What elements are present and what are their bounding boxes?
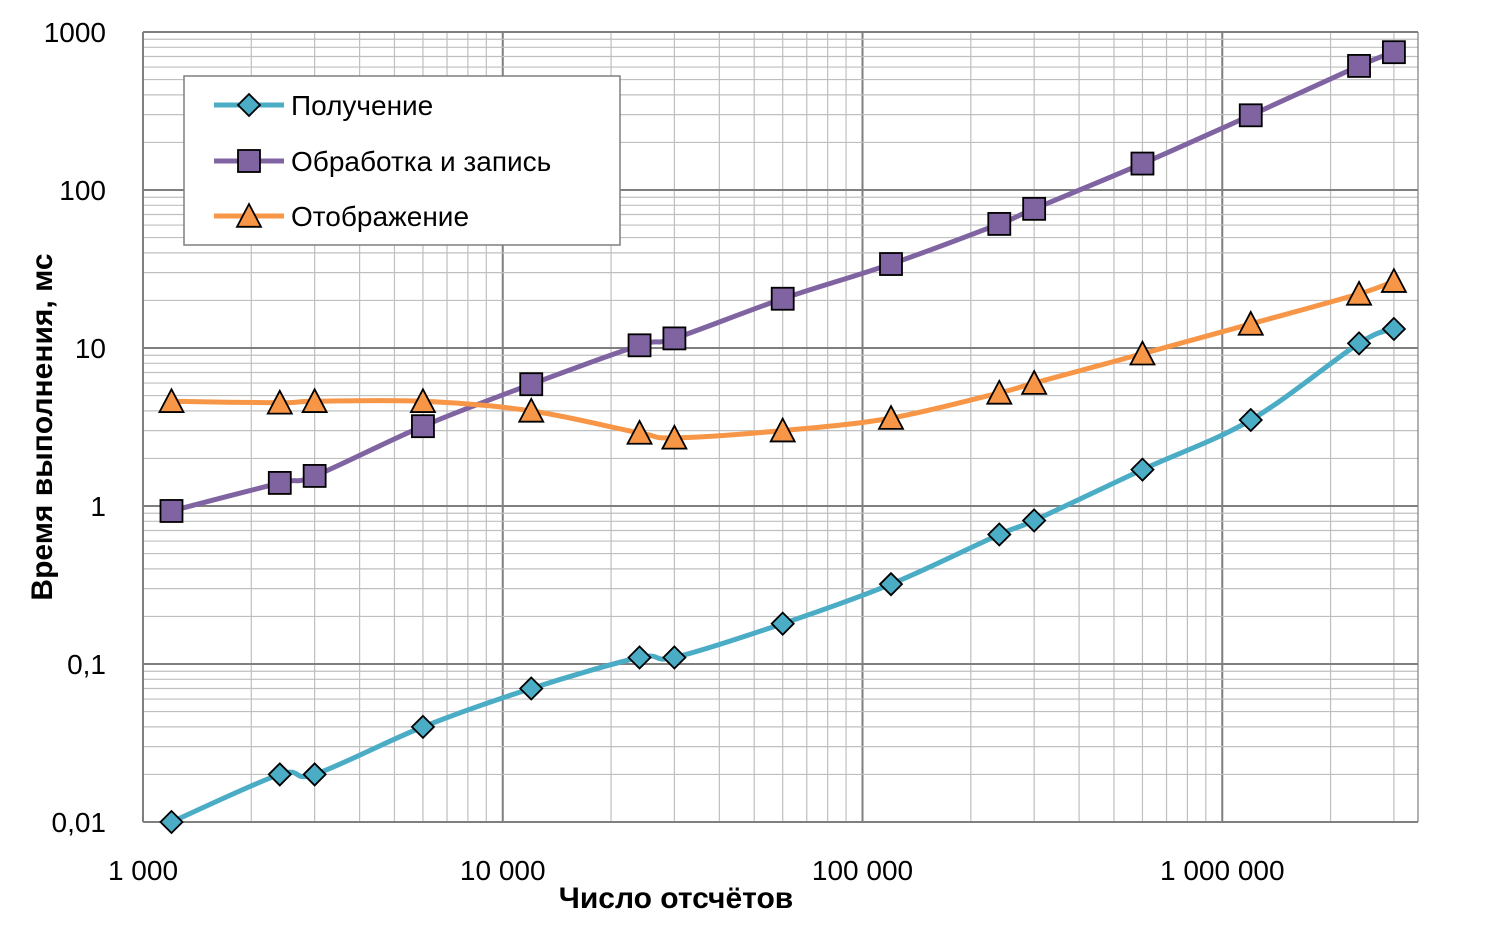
data-point-triangle: [1020, 369, 1048, 395]
data-point-diamond: [1021, 508, 1047, 533]
data-point-triangle: [769, 416, 797, 443]
data-point-diamond: [1346, 331, 1372, 356]
series-square: [159, 40, 1406, 523]
y-axis-title: Время выполнения, мс: [26, 253, 59, 600]
data-point-triangle: [626, 419, 654, 445]
data-point-triangle: [157, 387, 185, 413]
legend-marker-diamond: [236, 92, 262, 118]
y-tick-label: 100: [59, 175, 106, 206]
data-point-diamond: [159, 809, 184, 835]
data-point-square: [519, 372, 544, 397]
data-point-square: [1238, 103, 1263, 128]
data-point-diamond: [302, 762, 327, 787]
data-point-diamond: [627, 645, 652, 670]
legend-marker-triangle: [235, 202, 263, 228]
data-point-triangle: [660, 423, 688, 450]
data-point-triangle: [409, 387, 437, 413]
data-point-diamond: [518, 676, 544, 701]
data-point-triangle: [1128, 339, 1156, 366]
data-point-square: [879, 252, 903, 276]
tick-labels: 1 000 10 000 100 000 1 000 000 0,01 0,1 1 10 100…: [44, 17, 1285, 886]
x-tick-label: 10 000: [460, 855, 546, 886]
data-point-triangle: [985, 378, 1013, 405]
data-point-triangle: [266, 388, 294, 415]
data-point-square: [987, 212, 1012, 236]
data-point-diamond: [410, 714, 436, 740]
data-point-square: [1130, 151, 1155, 176]
data-point-diamond: [1130, 457, 1155, 482]
x-tick-label: 100 000: [812, 855, 913, 886]
data-point-square: [1382, 40, 1406, 65]
data-point-square: [1022, 196, 1047, 221]
x-tick-label: 1 000: [108, 855, 178, 886]
y-tick-label: 10: [75, 333, 106, 364]
data-point-triangle: [1380, 267, 1408, 293]
data-point-square: [159, 499, 184, 523]
data-point-square: [411, 414, 435, 439]
legend-label: Обработка и запись: [291, 146, 551, 177]
data-point-square: [627, 333, 652, 358]
data-point-diamond: [987, 522, 1012, 547]
data-point-square: [662, 326, 687, 351]
y-tick-label: 1000: [44, 17, 106, 48]
data-point-triangle: [1345, 279, 1373, 306]
y-tick-label: 0,1: [67, 649, 106, 680]
data-point-diamond: [1238, 407, 1264, 433]
data-point-triangle: [301, 387, 329, 413]
x-tick-label: 1 000 000: [1160, 855, 1285, 886]
legend-label: Отображение: [291, 201, 469, 232]
legend: Получение Обработка и запись Отображение: [183, 75, 621, 246]
data-point-triangle: [877, 404, 905, 430]
legend-marker-square: [237, 149, 261, 173]
data-point-square: [1347, 54, 1371, 78]
data-point-triangle: [517, 396, 545, 423]
y-tick-label: 0,01: [52, 807, 107, 838]
data-point-diamond: [878, 571, 904, 597]
data-point-square: [267, 471, 292, 495]
data-point-triangle: [1237, 310, 1265, 336]
data-point-diamond: [662, 645, 687, 670]
series-diamond: [159, 316, 1407, 835]
data-point-diamond: [1381, 316, 1407, 342]
y-tick-label: 1: [90, 491, 106, 522]
x-axis-title: Число отсчётов: [559, 882, 793, 915]
data-point-square: [302, 464, 327, 488]
series-layer: [157, 40, 1408, 835]
legend-label: Получение: [291, 90, 433, 121]
series-triangle: [157, 267, 1408, 450]
data-point-square: [770, 286, 795, 311]
data-point-diamond: [267, 762, 293, 787]
data-point-diamond: [770, 611, 795, 636]
